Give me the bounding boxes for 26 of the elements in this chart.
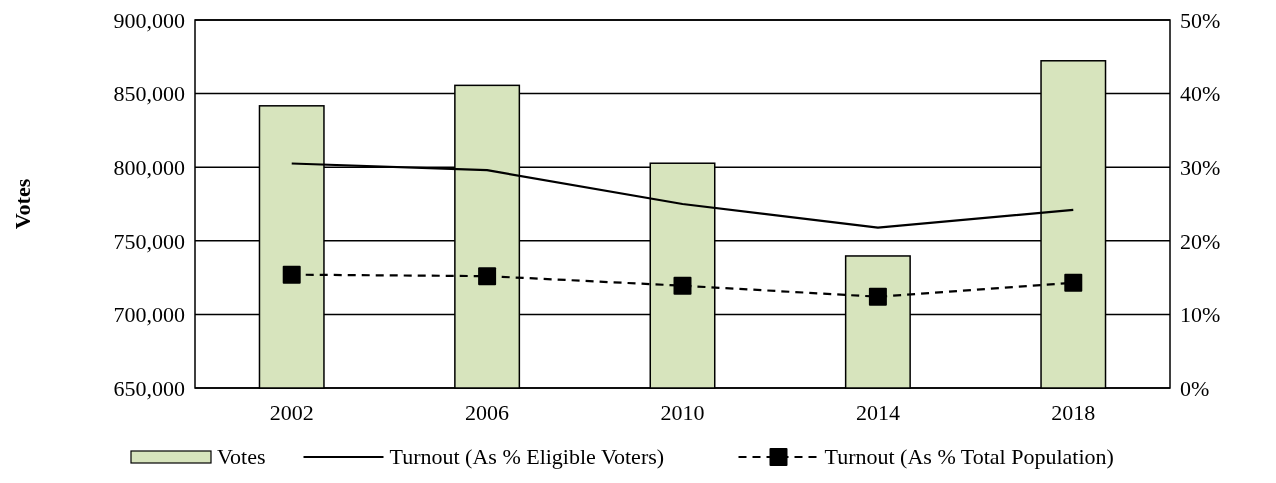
y-tick-label: 700,000 (113, 302, 185, 328)
y2-tick-label: 30% (1180, 154, 1221, 180)
point (868, 287, 887, 306)
y2-tick-label: 0% (1180, 375, 1210, 401)
point (1064, 273, 1083, 292)
y-tick-label: 900,000 (113, 7, 185, 33)
x-tick-label: 2014 (855, 400, 900, 425)
legend-label: Votes (217, 444, 266, 469)
y2-tick-label: 40% (1180, 81, 1221, 107)
y2-tick-label: 20% (1180, 228, 1221, 254)
point (673, 276, 692, 295)
x-tick-label: 2002 (269, 400, 314, 425)
point (282, 265, 301, 284)
y2-tick-label: 50% (1180, 7, 1221, 33)
y-tick-label: 800,000 (113, 154, 185, 180)
y2-tick-label: 10% (1180, 302, 1221, 328)
x-tick-label: 2010 (660, 400, 705, 425)
legend-label: Turnout (As % Eligible Voters) (389, 444, 665, 469)
point (478, 267, 497, 286)
legend-label: Turnout (As % Total Population) (824, 444, 1114, 469)
x-tick-label: 2006 (465, 400, 510, 425)
y-tick-label: 750,000 (113, 228, 185, 254)
y-tick-label: 650,000 (113, 375, 185, 401)
y-tick-label: 850,000 (113, 81, 185, 107)
y-axis-title: Votes (10, 178, 35, 230)
x-tick-label: 2018 (1051, 400, 1096, 425)
